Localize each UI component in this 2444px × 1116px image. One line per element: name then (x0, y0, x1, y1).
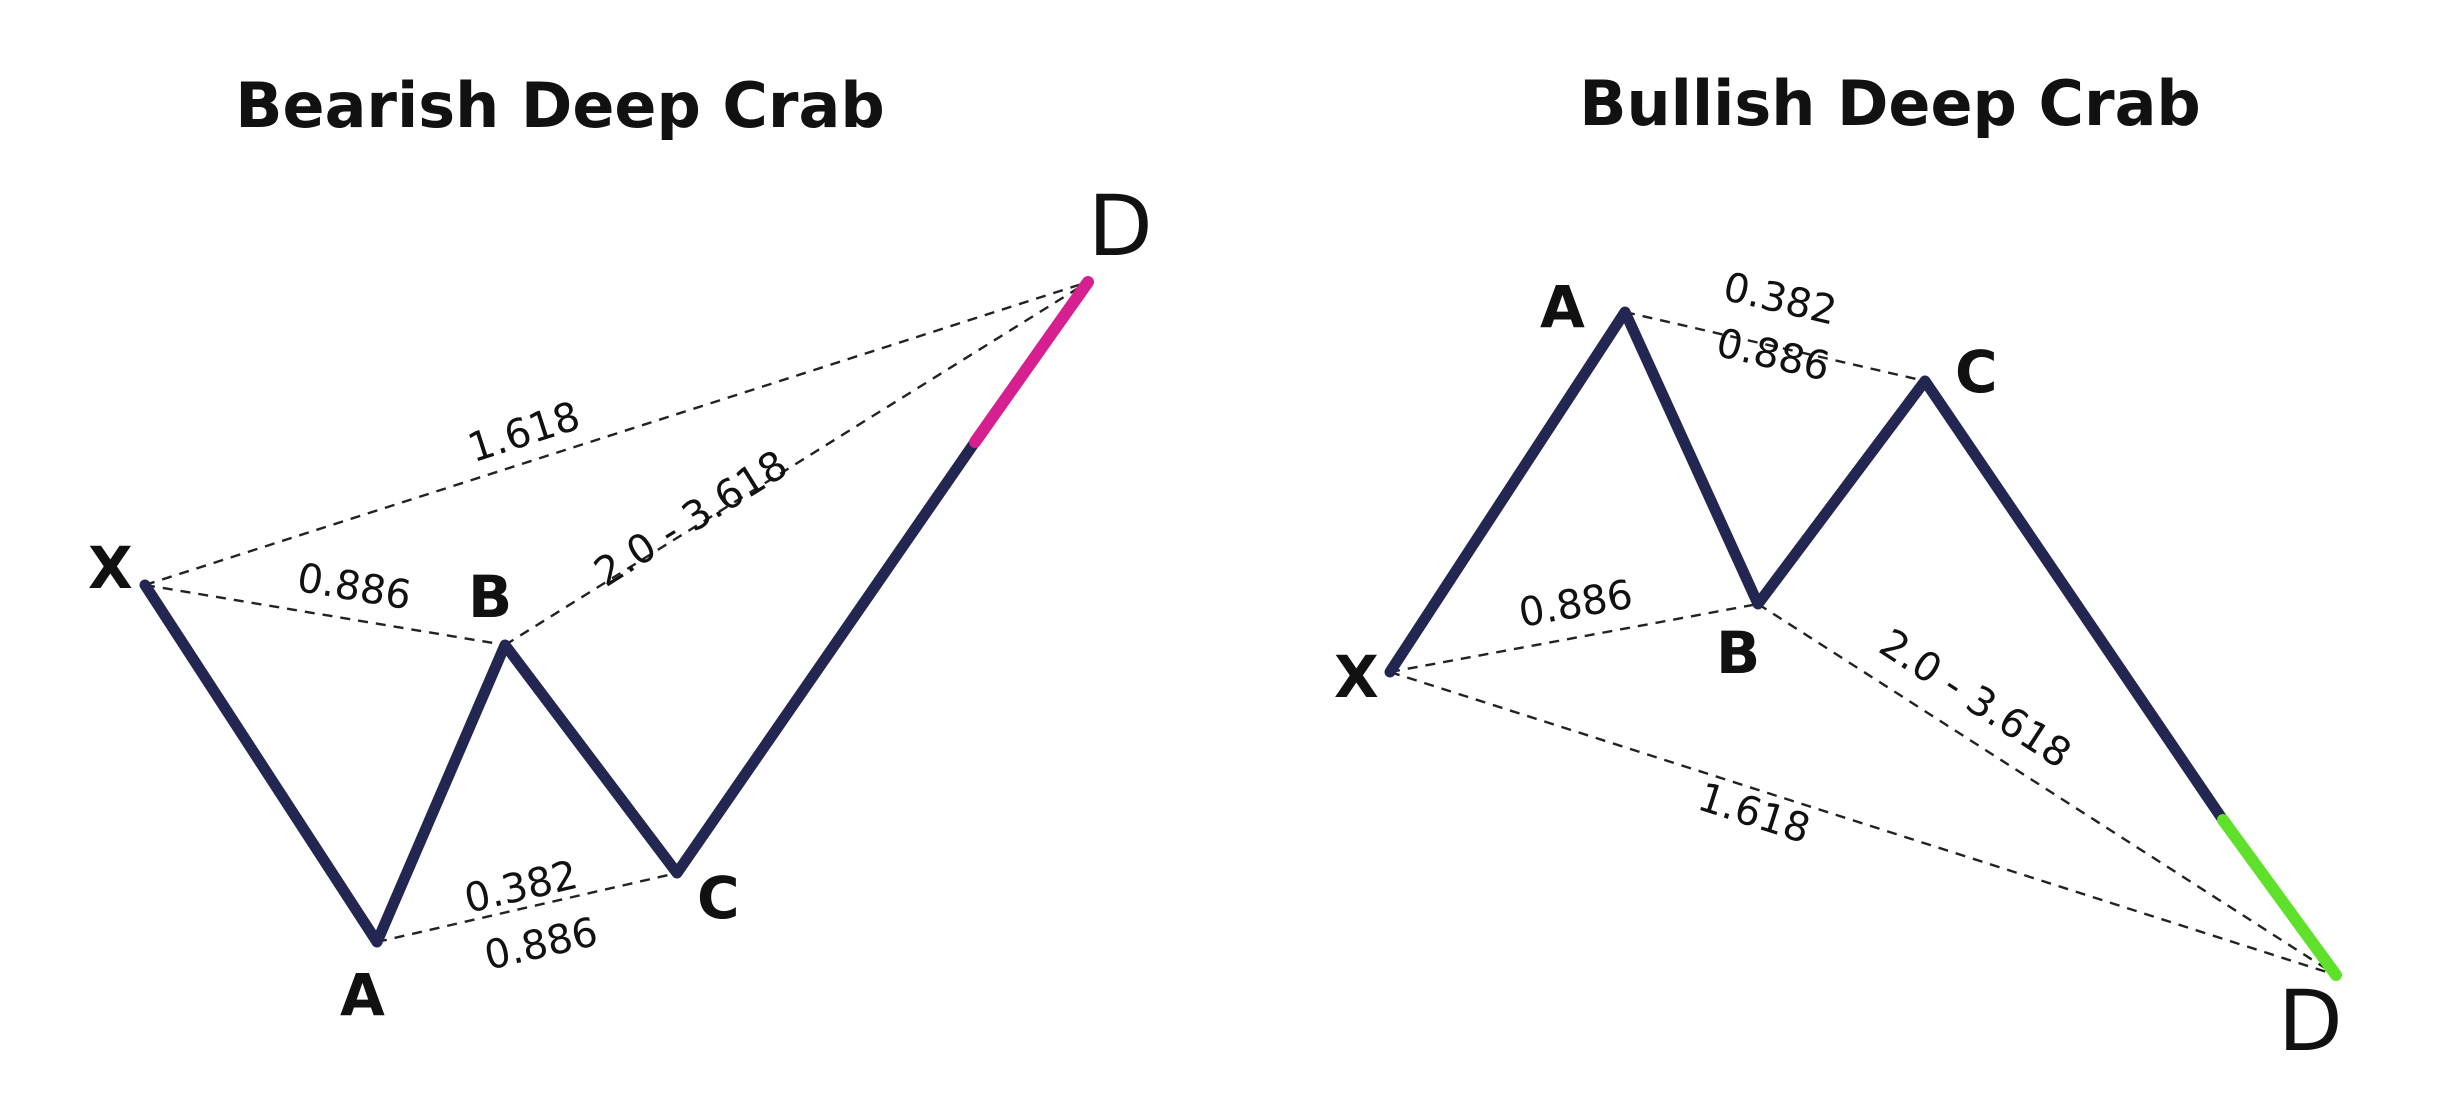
bullish-point-a: A (1540, 273, 1585, 341)
bullish-title: Bullish Deep Crab (1579, 67, 2201, 140)
bearish-ratio-ac-bottom: 0.886 (480, 909, 602, 980)
bearish-ratio-bd: 2.0 - 3.618 (586, 442, 795, 597)
bearish-ratio-xd: 1.618 (462, 393, 585, 472)
bullish-point-d: D (2278, 972, 2343, 1070)
bullish-d-completion-segment (2217, 814, 2342, 981)
bullish-pattern: Bullish Deep Crab X A B C D 0.382 0.886 … (1334, 67, 2343, 1070)
bullish-ratio-bd: 2.0 - 3.618 (1871, 620, 2079, 777)
bearish-point-c: C (697, 864, 740, 932)
bullish-ratio-xd: 1.618 (1692, 774, 1815, 853)
bullish-xd-dashed-line (1389, 670, 2337, 977)
bearish-ac-dashed-line (376, 871, 678, 944)
bearish-point-d: D (1088, 177, 1153, 275)
bearish-ratio-ac-top: 0.382 (460, 852, 582, 923)
bearish-price-legs (139, 436, 981, 948)
bullish-ratio-xb: 0.886 (1515, 572, 1636, 637)
bearish-d-completion-segment (969, 276, 1094, 448)
bearish-xd-dashed-line (144, 280, 1089, 587)
bullish-bd-dashed-line (1757, 602, 2337, 977)
bearish-bd-dashed-line (504, 280, 1089, 647)
bullish-price-legs (1384, 306, 2229, 826)
bearish-pattern: Bearish Deep Crab X A B C D 0.886 0.382 … (88, 69, 1153, 1029)
bearish-point-b: B (468, 563, 512, 631)
bearish-title: Bearish Deep Crab (235, 69, 884, 142)
bearish-point-x: X (88, 534, 133, 602)
bullish-point-c: C (1955, 338, 1998, 406)
bearish-xb-dashed-line (144, 583, 506, 647)
bearish-ratio-xb: 0.886 (294, 555, 415, 619)
bullish-point-x: X (1334, 643, 1379, 711)
bullish-ac-dashed-line (1624, 310, 1926, 383)
bearish-point-a: A (340, 961, 385, 1029)
bullish-xb-dashed-line (1389, 602, 1759, 674)
bullish-point-b: B (1716, 619, 1760, 687)
